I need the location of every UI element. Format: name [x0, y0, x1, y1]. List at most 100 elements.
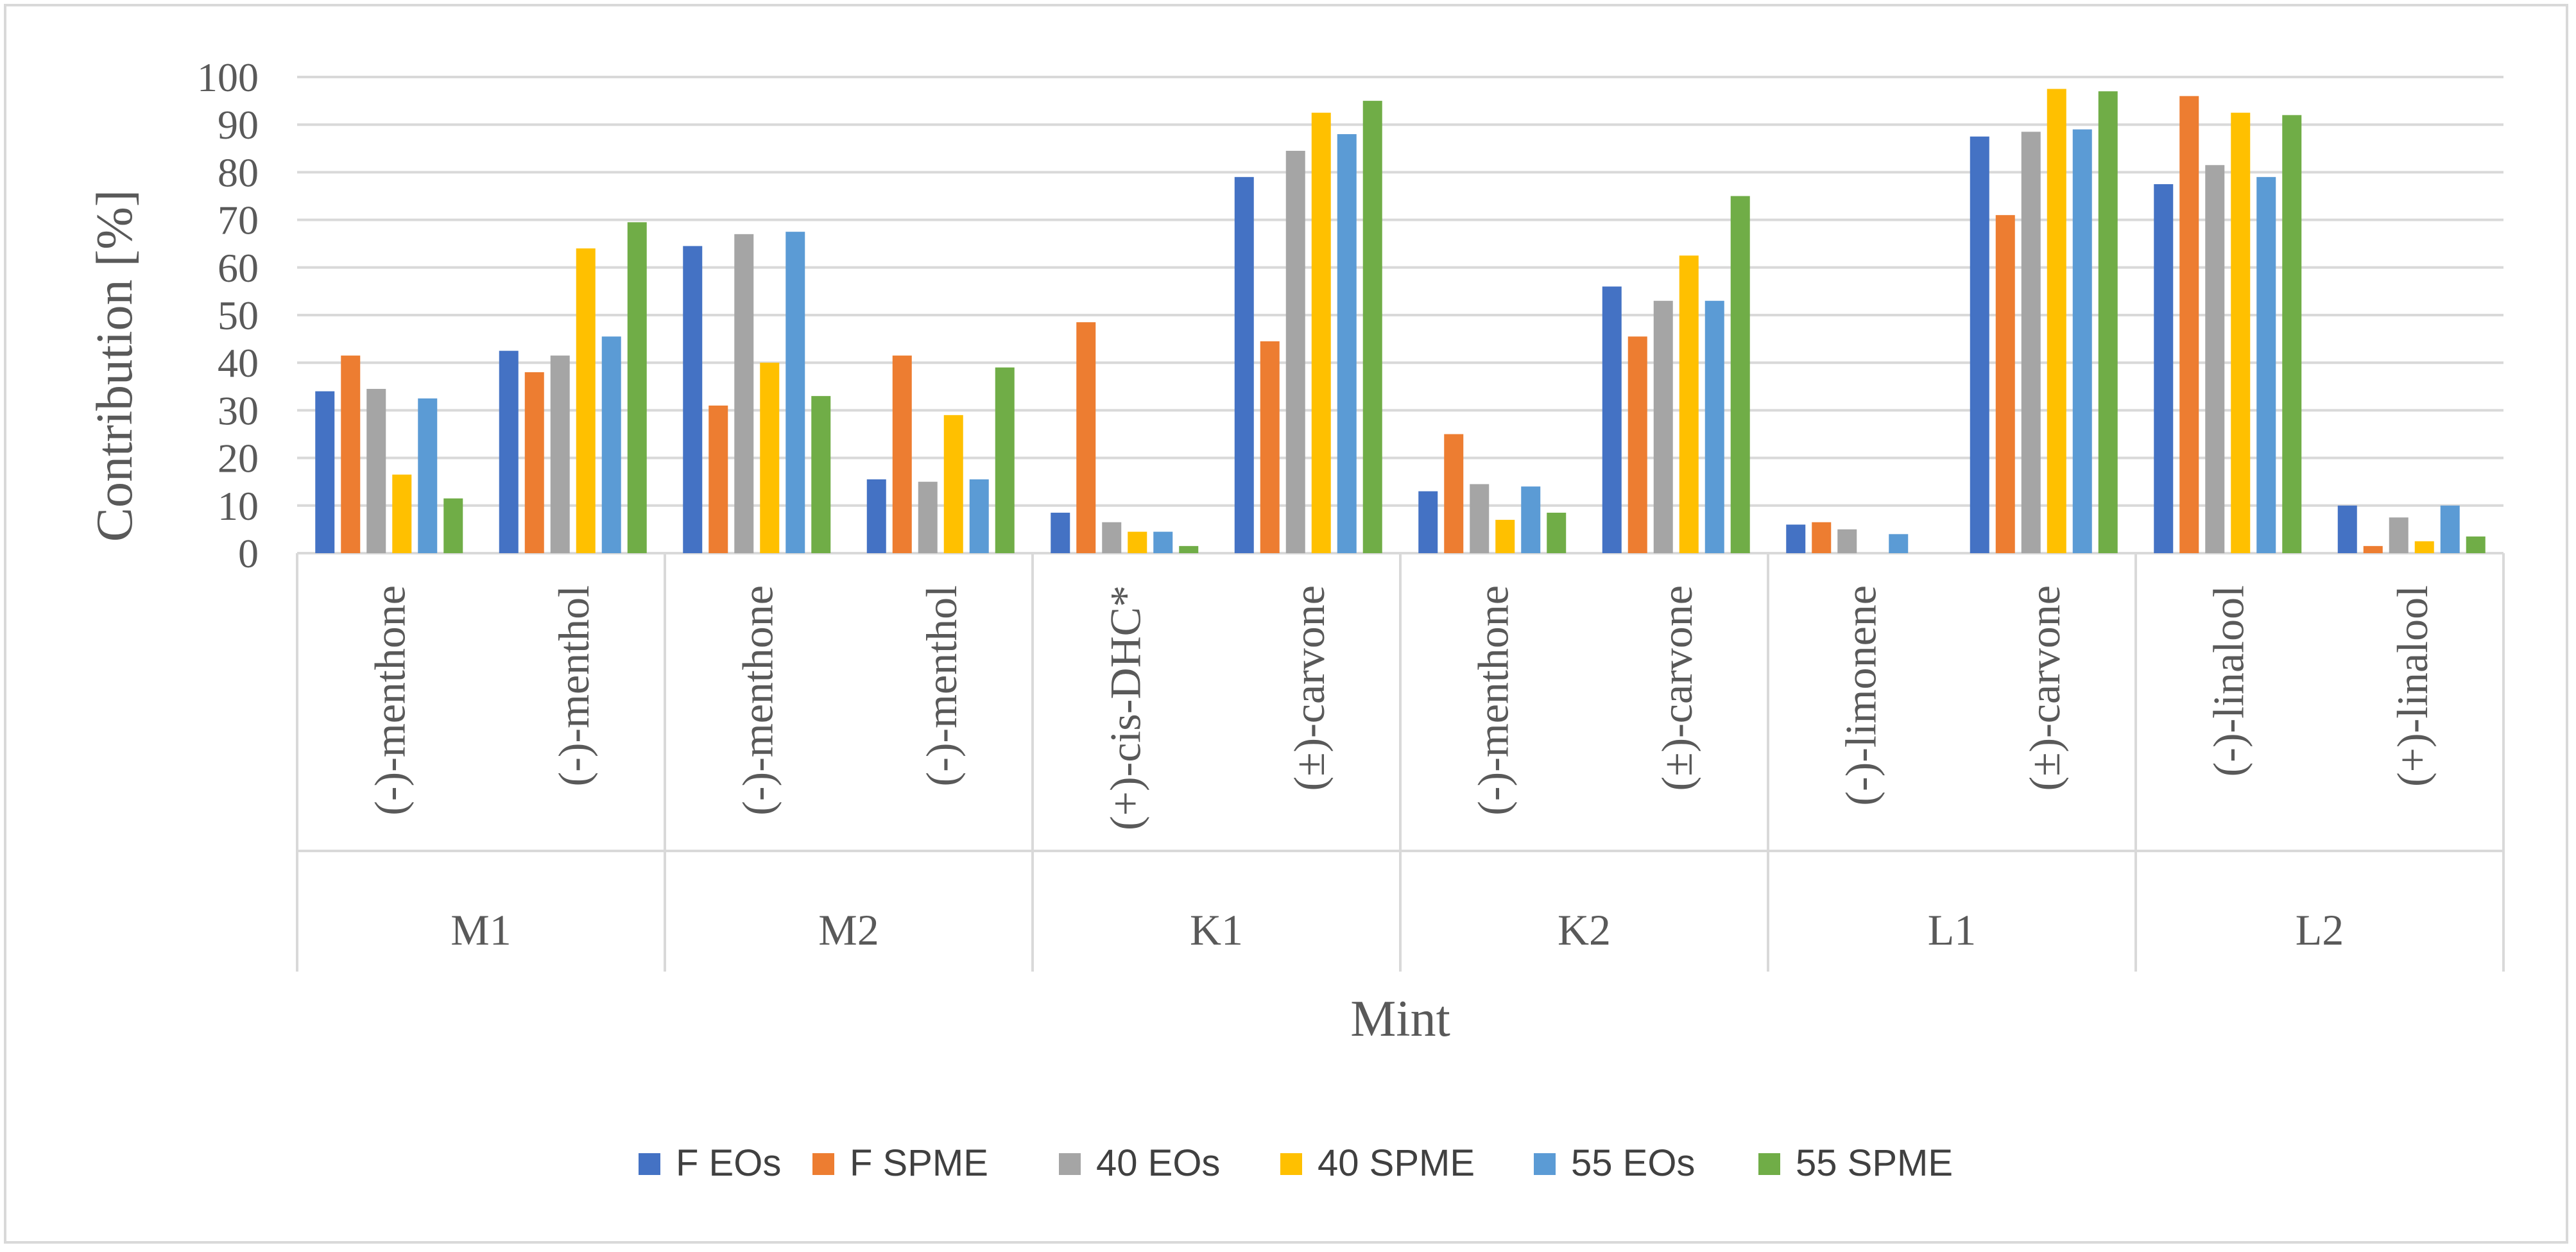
bar: [995, 367, 1015, 553]
bar: [1128, 531, 1147, 553]
y-tick-label: 90: [218, 102, 259, 148]
bar: [1470, 484, 1490, 553]
bar: [418, 398, 438, 553]
legend-swatch: [812, 1153, 834, 1175]
bar: [2047, 89, 2066, 554]
bar: [2098, 91, 2118, 553]
x-axis-title: Mint: [1350, 991, 1450, 1047]
x-group-labels: M1 M2 K1 K2 L1 L2: [451, 905, 2344, 954]
bar: [2231, 112, 2251, 553]
bar: [1602, 286, 1622, 553]
bars: [315, 89, 2486, 554]
bar: [811, 396, 831, 553]
bar: [1051, 512, 1070, 553]
bar: [1679, 255, 1699, 553]
bar: [2363, 545, 2383, 553]
x-group-label: K2: [1558, 905, 1611, 954]
bar: [734, 234, 754, 553]
bar: [918, 481, 938, 553]
bar: [1786, 524, 1806, 553]
bar: [1234, 176, 1254, 553]
bar: [366, 389, 386, 553]
legend-label: 55 EOs: [1571, 1142, 1695, 1184]
x-category-label: (+)-linalool: [2388, 585, 2437, 787]
bar: [550, 356, 570, 553]
bar: [708, 405, 728, 553]
axes: [296, 553, 2505, 972]
legend-label: F EOs: [676, 1142, 781, 1184]
chart-frame: 0 10 20 30 40 50 60 70 80 90 100 (-)-menthone (-)-m…: [4, 4, 2568, 1244]
legend-swatch: [1534, 1153, 1556, 1175]
y-tick-label: 0: [238, 531, 259, 576]
bar: [1627, 336, 1647, 553]
x-category-label: (-)-menthone: [365, 585, 414, 816]
bar: [1837, 529, 1857, 553]
y-tick-label: 40: [218, 340, 259, 386]
bar: [1362, 101, 1382, 554]
bar: [443, 498, 463, 553]
y-tick-label: 20: [218, 436, 259, 481]
y-tick-label: 30: [218, 388, 259, 433]
legend-swatch: [1059, 1153, 1081, 1175]
x-category-label: (-)-limonene: [1836, 585, 1885, 806]
legend-swatch: [639, 1153, 660, 1175]
bar: [1179, 545, 1199, 553]
bar: [892, 356, 912, 553]
bar: [1495, 520, 1515, 553]
x-group-label: M2: [818, 905, 879, 954]
bar: [2466, 536, 2486, 553]
x-category-label: (-)-menthone: [733, 585, 782, 816]
bar: [1730, 196, 1750, 553]
y-axis-title: Contribution [%]: [87, 190, 143, 542]
x-category-label: (±)-carvone: [1285, 585, 1334, 791]
bar: [1547, 512, 1567, 553]
x-category-label: (-)-linalool: [2204, 585, 2253, 776]
bar: [315, 391, 335, 553]
legend-swatch: [1280, 1153, 1302, 1175]
bar: [2282, 115, 2302, 554]
bar: [2440, 505, 2460, 553]
x-group-label: L2: [2296, 905, 2344, 954]
bar: [786, 232, 805, 553]
bar: [1076, 322, 1096, 553]
bar: [2337, 505, 2357, 553]
y-tick-label: 50: [218, 293, 259, 338]
gridlines: [297, 76, 2503, 554]
bar: [341, 356, 361, 553]
bar: [1418, 491, 1438, 553]
bar: [1521, 486, 1541, 553]
x-category-label: (±)-carvone: [1653, 585, 1701, 791]
x-group-label: L1: [1928, 905, 1977, 954]
bar: [2389, 517, 2409, 553]
bar: [524, 372, 544, 553]
legend-label: F SPME: [850, 1142, 988, 1184]
legend-label: 40 EOs: [1096, 1142, 1220, 1184]
bar: [1285, 151, 1305, 553]
bar: [1889, 534, 1909, 553]
bar: [1995, 215, 2015, 553]
y-tick-label: 10: [218, 483, 259, 529]
bar: [2179, 96, 2199, 553]
bar: [2414, 541, 2434, 553]
bar: [1704, 300, 1724, 553]
bar: [1260, 341, 1280, 553]
x-group-label: M1: [451, 905, 511, 954]
bar: [866, 479, 886, 553]
bar: [1311, 112, 1331, 553]
y-tick-label: 100: [197, 55, 259, 100]
bar: [943, 415, 963, 553]
bar: [2154, 184, 2174, 553]
x-category-label: (-)-menthol: [549, 585, 598, 786]
bar: [969, 479, 989, 553]
y-tick-label: 80: [218, 150, 259, 195]
x-category-label: (+)-cis-DHC*: [1101, 585, 1149, 830]
bar: [1153, 531, 1173, 553]
bar: [601, 336, 621, 553]
legend-label: 55 SPME: [1796, 1142, 1953, 1184]
bar: [1102, 522, 1122, 553]
bar: [1653, 300, 1673, 553]
bar: [2021, 132, 2041, 553]
x-category-label: (-)-menthone: [1468, 585, 1517, 816]
